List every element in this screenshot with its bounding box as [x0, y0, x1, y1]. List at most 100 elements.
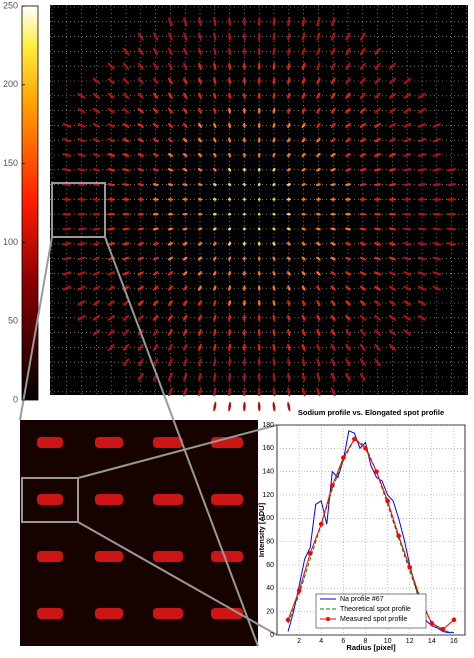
spot: [345, 198, 351, 201]
spot: [122, 198, 130, 201]
spot: [152, 77, 159, 85]
spot: [152, 198, 159, 201]
spot: [272, 241, 276, 246]
spot: [183, 300, 188, 306]
spot: [198, 77, 202, 85]
spot: [301, 152, 306, 158]
y-tick-label: 100: [262, 515, 274, 522]
colorbar-tick-label: 100: [3, 237, 18, 247]
spot: [152, 168, 159, 172]
spot: [345, 32, 351, 41]
spot: [301, 183, 306, 187]
spot: [198, 32, 202, 41]
spot: [330, 358, 336, 367]
spot: [122, 183, 130, 187]
spot: [330, 329, 336, 336]
spot: [243, 137, 246, 143]
spot: [316, 62, 321, 70]
spot: [330, 242, 336, 246]
spot: [152, 314, 159, 321]
spot: [345, 242, 351, 246]
spot: [107, 242, 115, 246]
spot: [197, 212, 203, 216]
spot: [345, 107, 351, 114]
spot: [92, 329, 101, 336]
spot: [243, 32, 246, 41]
spot: [198, 62, 202, 70]
y-tick-label: 40: [266, 585, 274, 592]
spot: [152, 285, 159, 291]
marker: [285, 617, 291, 623]
spot: [345, 314, 351, 321]
spot: [137, 122, 144, 128]
spot: [301, 387, 306, 397]
spot: [183, 358, 188, 367]
spot: [182, 271, 188, 276]
spot: [432, 168, 442, 172]
spot: [197, 198, 203, 201]
spot: [432, 153, 442, 157]
spot: [77, 138, 86, 143]
spot: [243, 227, 246, 231]
spot: [403, 198, 412, 201]
spot: [374, 343, 381, 351]
spot: [272, 300, 276, 306]
spot: [257, 343, 261, 352]
x-tick-label: 14: [428, 638, 436, 645]
spot: [182, 242, 188, 246]
spot: [316, 107, 321, 114]
spot: [330, 92, 336, 99]
spot: [107, 153, 115, 157]
spot: [137, 32, 144, 41]
spot: [198, 122, 202, 128]
spot: [272, 212, 276, 216]
spot: [286, 198, 291, 201]
spot: [257, 107, 261, 114]
spot: [228, 271, 232, 276]
marker: [307, 551, 313, 556]
spot: [316, 168, 321, 172]
spot: [301, 358, 306, 367]
zoom-spot: [95, 608, 123, 619]
spot: [432, 256, 442, 261]
spot: [287, 62, 291, 70]
spot: [374, 271, 382, 276]
spot: [77, 300, 86, 306]
spot: [403, 227, 412, 231]
spot: [213, 300, 217, 306]
spot: [330, 198, 336, 201]
spot: [287, 329, 291, 337]
spot: [92, 314, 101, 321]
spot: [137, 77, 144, 85]
y-tick-label: 180: [262, 422, 274, 429]
spot: [77, 198, 86, 201]
spot: [62, 285, 72, 291]
spot: [330, 107, 336, 114]
spot: [301, 107, 306, 114]
spot: [92, 138, 101, 143]
spot: [403, 77, 412, 85]
spot: [137, 107, 144, 114]
spot: [417, 183, 427, 187]
spot: [152, 153, 159, 157]
spot: [403, 271, 412, 276]
spot: [359, 153, 366, 157]
spot: [243, 212, 246, 216]
spot: [77, 285, 86, 291]
spot: [287, 256, 291, 261]
spot: [301, 62, 306, 70]
spot: [197, 227, 203, 231]
spot: [77, 212, 86, 216]
spot: [198, 358, 202, 367]
spot: [388, 168, 397, 172]
spot: [62, 271, 72, 276]
spot: [122, 92, 130, 99]
spot: [403, 168, 412, 172]
legend-label: Measured spot profile: [340, 616, 407, 623]
spot: [359, 77, 366, 85]
spot: [388, 77, 396, 85]
spot: [301, 137, 306, 143]
spot: [257, 77, 261, 85]
spot: [417, 271, 427, 276]
colorbar: [21, 5, 39, 401]
